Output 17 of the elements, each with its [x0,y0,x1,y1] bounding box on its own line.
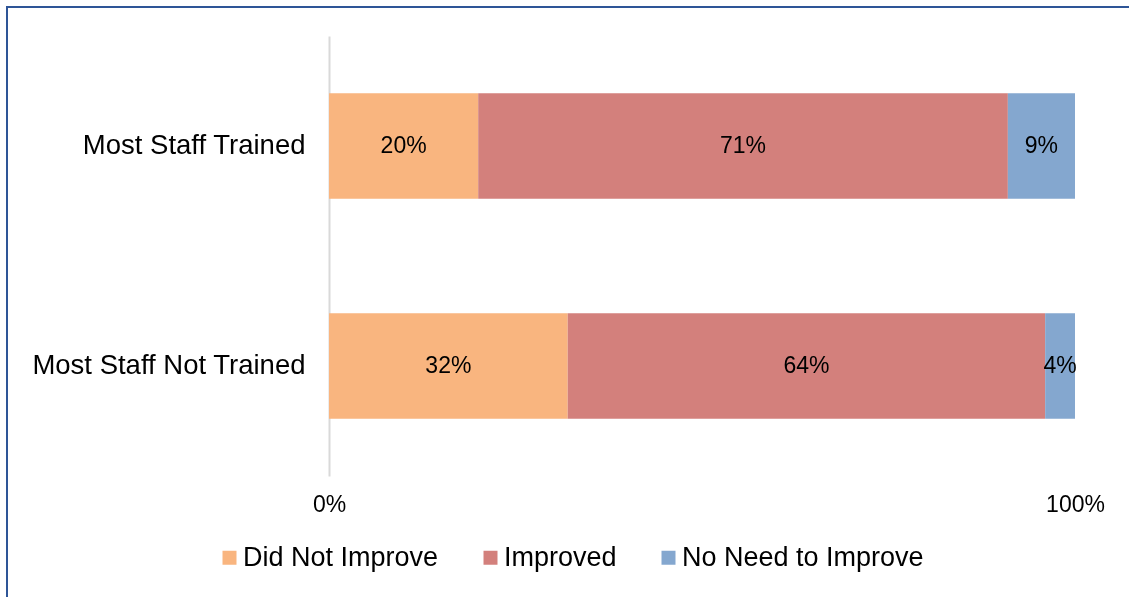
legend-label: Improved [504,541,617,572]
x-tick-label: 0% [312,490,347,517]
bar [329,93,479,199]
bar [567,313,1046,419]
y-tick-label: Most Staff Trained [82,129,306,160]
data-label: 20% [380,132,427,158]
data-label: 64% [783,352,830,378]
data-label: 9% [1024,132,1059,158]
legend-label: Did Not Improve [243,541,439,572]
y-tick-label: Most Staff Not Trained [32,349,306,380]
data-label: 71% [720,132,767,158]
legend-label: No Need to Improve [682,541,924,572]
bar [329,313,568,419]
bar [478,93,1008,199]
bar [1007,93,1075,199]
x-tick-label: 100% [1046,490,1105,517]
data-label: 32% [425,352,472,378]
